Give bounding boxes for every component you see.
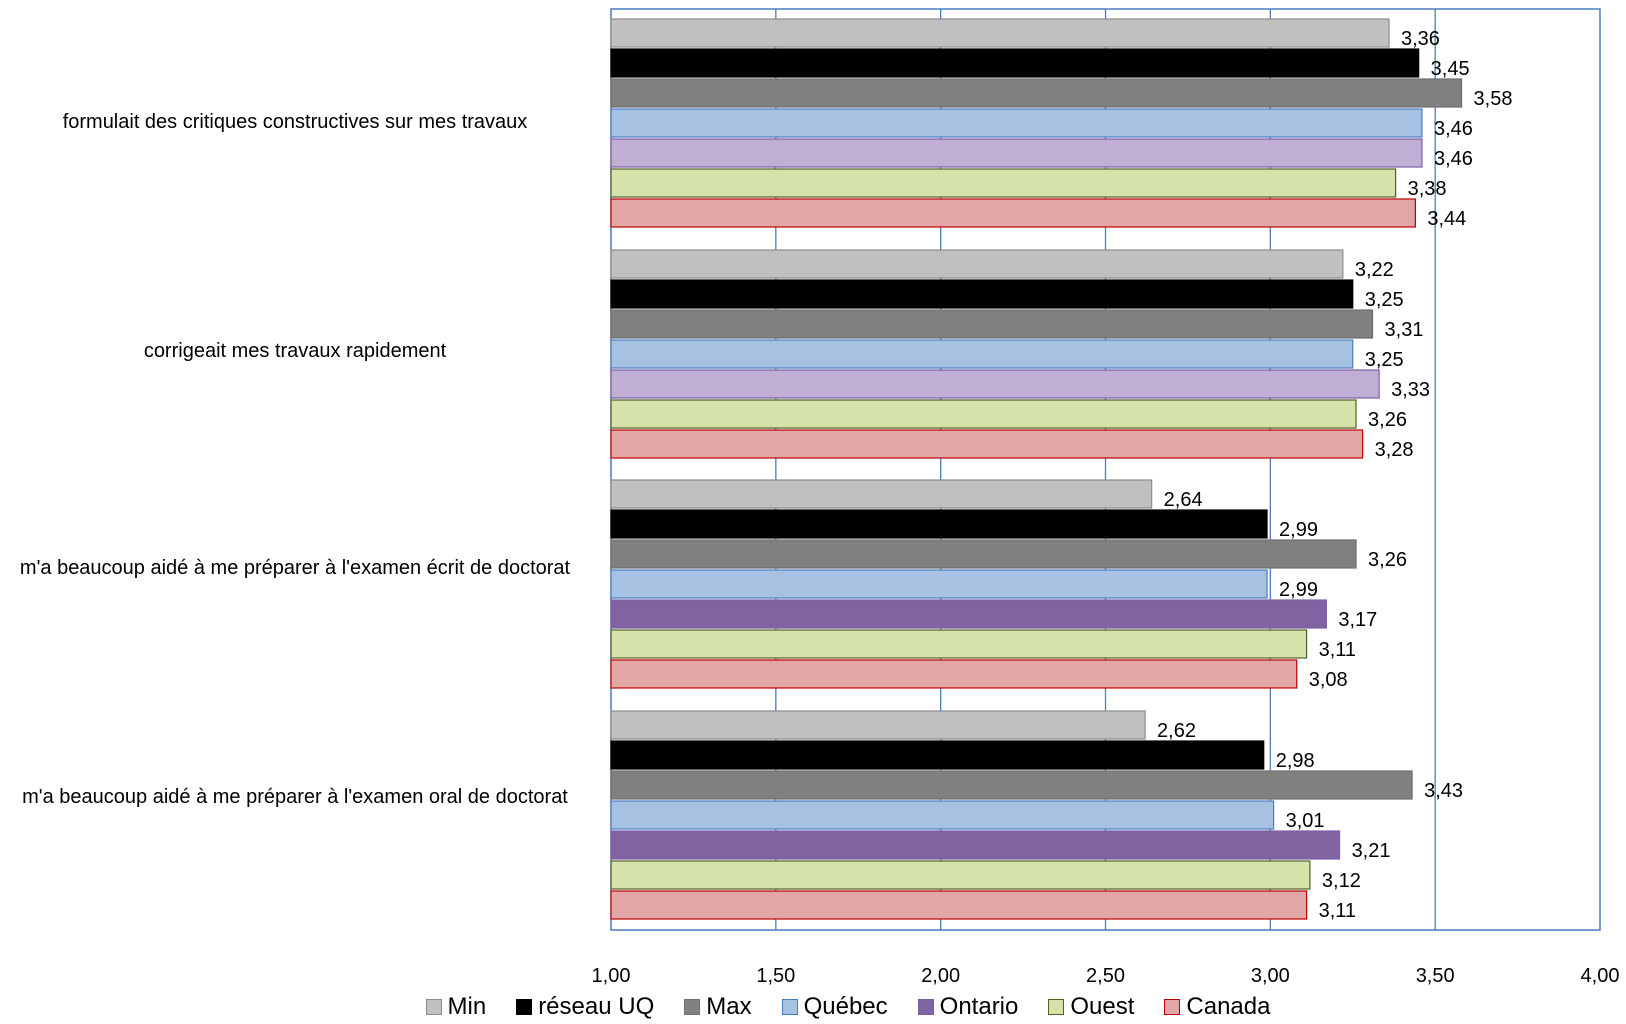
bar-ouest <box>610 629 1308 659</box>
legend-swatch <box>684 999 701 1015</box>
value-label: 2,99 <box>1279 579 1318 601</box>
value-label: 3,17 <box>1338 609 1377 631</box>
value-label: 3,58 <box>1474 88 1513 110</box>
bar-québec <box>610 569 1268 599</box>
category-label: formulait des critiques constructives su… <box>62 111 528 133</box>
x-axis-tick-labels: 1,00 1,50 2,00 2,50 3,00 3,50 4,00 <box>592 965 1620 987</box>
bar-réseau-uq <box>610 279 1354 309</box>
legend-item: Canada <box>1164 993 1270 1021</box>
value-label: 3,44 <box>1427 208 1466 230</box>
legend-item: réseau UQ <box>516 993 654 1021</box>
bar-canada <box>610 659 1298 689</box>
category-label: m'a beaucoup aidé à me préparer à l'exam… <box>19 557 571 579</box>
bars <box>610 18 1463 920</box>
legend-swatch <box>516 999 533 1015</box>
bar-ontario <box>610 138 1423 168</box>
category-label: corrigeait mes travaux rapidement <box>143 340 447 362</box>
value-label: 3,28 <box>1375 439 1414 461</box>
x-tick-label: 3,50 <box>1416 965 1455 987</box>
legend-label: Québec <box>803 993 888 1020</box>
legend-label: Min <box>447 993 487 1020</box>
value-label: 2,64 <box>1164 489 1203 511</box>
bar-québec <box>610 800 1275 830</box>
legend-swatch <box>1048 999 1065 1015</box>
value-label: 3,08 <box>1309 669 1348 691</box>
legend-swatch <box>781 999 798 1015</box>
x-tick-label: 1,50 <box>756 965 795 987</box>
bar-ouest <box>610 168 1397 198</box>
x-tick-label: 4,00 <box>1581 965 1620 987</box>
bar-min <box>610 18 1390 48</box>
bar-min <box>610 479 1153 509</box>
bar-ontario <box>610 830 1341 860</box>
legend-label: Ontario <box>939 993 1019 1020</box>
value-label: 3,26 <box>1368 549 1407 571</box>
x-tick-label: 1,00 <box>592 965 631 987</box>
bar-québec <box>610 108 1423 138</box>
value-label: 3,38 <box>1408 178 1447 200</box>
value-label: 2,62 <box>1157 720 1196 742</box>
legend-swatch <box>425 999 442 1015</box>
value-label: 3,25 <box>1365 289 1404 311</box>
value-label: 3,31 <box>1385 319 1424 341</box>
bar-max <box>610 309 1374 339</box>
value-label: 3,22 <box>1355 259 1394 281</box>
legend-label: Max <box>706 993 752 1020</box>
value-label: 3,21 <box>1352 840 1391 862</box>
value-label: 3,46 <box>1434 118 1473 140</box>
value-label: 3,25 <box>1365 349 1404 371</box>
x-tick-label: 2,50 <box>1086 965 1125 987</box>
legend-label: réseau UQ <box>538 993 655 1020</box>
bar-canada <box>610 890 1308 920</box>
legend-item: Ontario <box>917 993 1019 1021</box>
bar-canada <box>610 198 1416 228</box>
bar-min <box>610 710 1146 740</box>
bar-max <box>610 539 1357 569</box>
value-label: 3,12 <box>1322 870 1361 892</box>
bar-réseau-uq <box>610 740 1265 770</box>
value-label: 3,36 <box>1401 28 1440 50</box>
bar-réseau-uq <box>610 48 1420 78</box>
legend-item: Max <box>684 993 752 1021</box>
legend-label: Canada <box>1186 993 1271 1020</box>
legend-item: Ouest <box>1048 993 1134 1021</box>
legend-swatch <box>1164 999 1181 1015</box>
value-label: 3,26 <box>1368 409 1407 431</box>
value-label: 3,11 <box>1319 639 1356 661</box>
value-label: 3,33 <box>1391 379 1430 401</box>
bar-ontario <box>610 599 1327 629</box>
value-label: 2,98 <box>1276 750 1315 772</box>
value-label: 3,01 <box>1286 810 1325 832</box>
bar-ouest <box>610 860 1311 890</box>
value-label: 3,45 <box>1431 58 1470 80</box>
x-tick-label: 2,00 <box>921 965 960 987</box>
bar-réseau-uq <box>610 509 1268 539</box>
bar-max <box>610 78 1463 108</box>
bar-ouest <box>610 399 1357 429</box>
bar-ontario <box>610 369 1380 399</box>
legend: Min réseau UQ Max Québec Ontario Ouest Canada <box>0 990 1626 1024</box>
value-label: 3,46 <box>1434 148 1473 170</box>
value-label: 3,43 <box>1424 780 1463 802</box>
legend-swatch <box>917 999 934 1015</box>
legend-item: Min <box>425 993 487 1021</box>
x-tick-label: 3,00 <box>1251 965 1290 987</box>
value-label: 3,11 <box>1319 900 1356 922</box>
legend-label: Ouest <box>1070 993 1135 1020</box>
value-label: 2,99 <box>1279 519 1318 541</box>
value-labels: 3,363,453,583,463,463,383,443,223,253,31… <box>1157 28 1512 922</box>
bar-min <box>610 249 1344 279</box>
bar-québec <box>610 339 1354 369</box>
category-label: m'a beaucoup aidé à me préparer à l'exam… <box>22 786 568 808</box>
bar-max <box>610 770 1413 800</box>
bar-canada <box>610 429 1364 459</box>
legend-item: Québec <box>781 993 888 1021</box>
